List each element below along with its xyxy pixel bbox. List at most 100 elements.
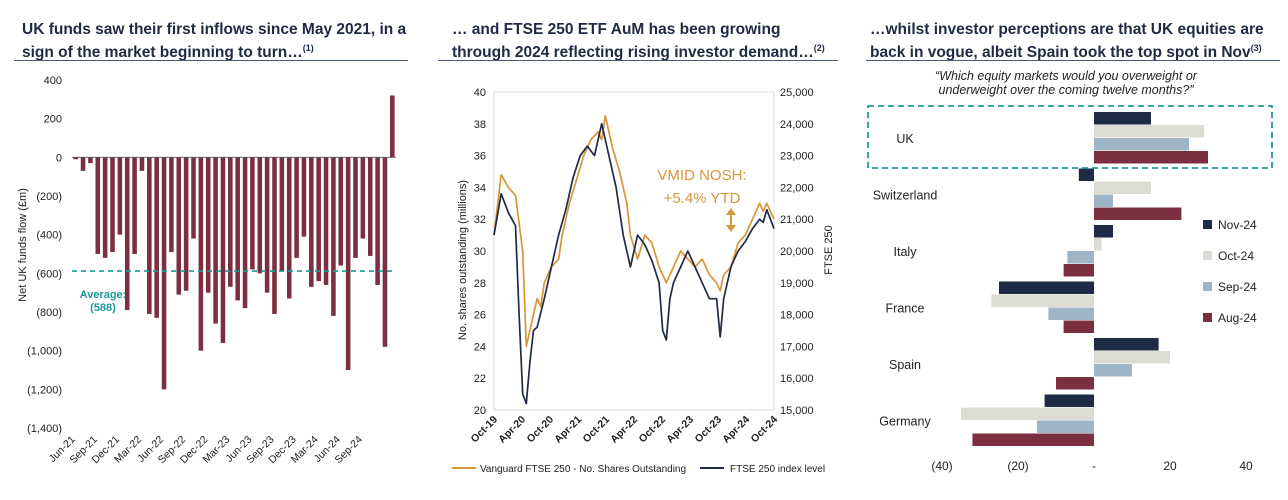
survey-bar (1094, 125, 1205, 138)
survey-bar (1048, 307, 1094, 320)
panel2-divider (438, 60, 838, 61)
p2-xtick: Apr-24 (720, 414, 752, 446)
panel1-divider (14, 60, 408, 61)
p2-ytick-right: 17,000 (780, 341, 814, 353)
p2-ytick-right: 23,000 (780, 151, 814, 163)
flow-bar (176, 157, 182, 295)
flow-bar (360, 157, 366, 239)
survey-bar-chart: “Which equity markets would you overweig… (867, 69, 1273, 473)
flow-bar (88, 157, 93, 164)
flow-bar (124, 157, 130, 311)
flow-bar (80, 157, 86, 171)
p2-legend: Vanguard FTSE 250 - No. Shares Outstandi… (452, 464, 825, 475)
survey-bar (1094, 194, 1113, 207)
panel1-title-line1: UK funds saw their first inflows since M… (22, 21, 407, 38)
p1-ytick: 200 (44, 114, 62, 126)
p2-xtick: Oct-22 (637, 414, 669, 446)
p2-ytick-left: 22 (474, 373, 486, 385)
p3-subtitle-line2: underweight over the coming twelve month… (939, 83, 1195, 97)
p1-ytick: (1,200) (27, 384, 62, 396)
flow-bar (73, 157, 78, 160)
panel3-title-line2: back in vogue, albeit Spain took the top… (870, 44, 1251, 62)
p1-ytick: 0 (56, 152, 62, 164)
p1-ytick: (200) (36, 191, 62, 203)
flow-bar (132, 157, 137, 254)
survey-bar (972, 433, 1094, 446)
p2-ytick-left: 34 (474, 182, 486, 194)
p2-ytick-left: 20 (474, 405, 486, 417)
legend-ftse: FTSE 250 index level (730, 464, 825, 475)
p1-ytick: (400) (36, 230, 62, 242)
p2-ytick-right: 19,000 (780, 278, 814, 290)
flow-bar (390, 95, 395, 158)
survey-bar (1094, 151, 1208, 164)
fund-flow-chart: Net UK funds flow (£m) 400 200 0 (200) (400)… (17, 75, 396, 466)
survey-bar (1094, 181, 1151, 194)
survey-bar (1044, 394, 1094, 407)
flow-bar (301, 157, 307, 237)
flow-bar (95, 157, 101, 254)
p2-ytick-left: 28 (474, 278, 486, 290)
flow-bar (367, 157, 373, 256)
survey-bar (999, 281, 1094, 294)
p2-ytick-right: 21,000 (780, 214, 814, 226)
flow-bar (161, 157, 167, 390)
flow-bar (323, 157, 329, 285)
p3-subtitle-line1: “Which equity markets would you overweig… (935, 69, 1198, 83)
flow-bar (228, 157, 233, 287)
flow-bar (264, 157, 270, 293)
p1-ytick: (800) (36, 307, 62, 319)
survey-bar (1094, 238, 1102, 251)
panel3-footnote: (3) (1250, 43, 1262, 53)
survey-bar (1094, 364, 1132, 377)
annotation-line2: +5.4% YTD (664, 190, 741, 207)
survey-bar (991, 294, 1094, 307)
annotation-arrow-icon (726, 208, 736, 232)
flow-bar (279, 157, 285, 272)
survey-bar (1094, 225, 1113, 238)
p2-ylabel: No. shares outstanding (millions) (457, 180, 469, 340)
survey-bar (961, 407, 1094, 420)
average-label: Average: (80, 289, 127, 301)
average-value: (588) (90, 302, 116, 314)
flow-bar (316, 157, 321, 282)
survey-bar (1037, 420, 1094, 433)
shares-outstanding-line (493, 114, 775, 348)
p2-xtick: Apr-22 (608, 414, 640, 446)
p2-ytick-left: 36 (474, 151, 486, 163)
survey-bar (1063, 264, 1094, 277)
legend-swatch (1203, 251, 1212, 260)
p3-xtick: 20 (1163, 459, 1177, 473)
p2-ytick-right: 22,000 (780, 182, 814, 194)
panel2-footnote: (2) (813, 43, 825, 53)
category-label: France (886, 302, 925, 316)
flow-bar (102, 157, 108, 258)
flow-bar (191, 157, 196, 239)
flow-bar (375, 157, 380, 285)
p2-ytick-left: 26 (474, 310, 486, 322)
flow-bar (220, 157, 226, 343)
p3-xtick: 40 (1239, 459, 1253, 473)
survey-bar (1063, 320, 1094, 333)
uk-highlight-box (867, 105, 1273, 169)
legend-label: Sep-24 (1218, 280, 1257, 294)
p2-xtick: Oct-23 (693, 414, 725, 446)
p2-ytick-right: 16,000 (780, 373, 814, 385)
flow-bar (154, 157, 159, 318)
panel3-title-line1: …whilst investor perceptions are that UK… (870, 21, 1264, 38)
p2-ytick-right: 24,000 (780, 119, 814, 131)
p2-ytick-right: 15,000 (780, 405, 814, 417)
flow-bar (257, 157, 263, 274)
flow-bar (250, 157, 255, 270)
flow-bar (309, 157, 314, 287)
p1-ytick: (600) (36, 268, 62, 280)
panel2-title: … and FTSE 250 ETF AuM has been growing … (452, 20, 842, 62)
flow-bar (286, 157, 292, 299)
p3-xtick: (40) (931, 459, 952, 473)
panel1-footnote: (1) (302, 43, 314, 53)
flow-bar (169, 157, 174, 253)
panel1-title-line2: sign of the market beginning to turn… (22, 44, 303, 62)
p2-ytick-left: 38 (474, 119, 486, 131)
p2-ytick-left: 40 (474, 87, 486, 99)
